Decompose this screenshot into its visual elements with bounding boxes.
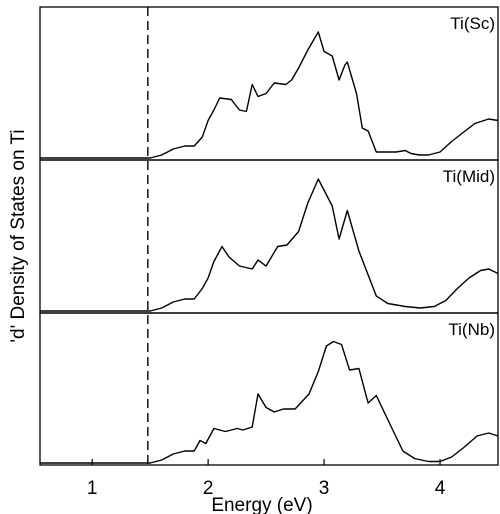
x-tick-label: 1	[87, 478, 98, 499]
panel-label: Ti(Mid)	[443, 167, 495, 186]
x-tick-label: 2	[203, 478, 214, 499]
x-tick-label: 3	[319, 478, 330, 499]
panel-1: Ti(Sc)	[39, 6, 499, 161]
x-axis-label: Energy (eV)	[211, 495, 312, 514]
panel-frame	[39, 312, 499, 466]
panel-frame	[39, 6, 499, 161]
dos-curve	[40, 31, 499, 159]
panel-frame	[39, 159, 499, 314]
panel-3: Ti(Nb)	[39, 312, 499, 466]
x-tick-label: 4	[435, 478, 446, 499]
x-axis: 1 2 3 4	[87, 459, 446, 499]
panels-layer: Ti(Sc) Ti(Mid) Ti(Nb)	[39, 6, 499, 466]
panel-2: Ti(Mid)	[39, 159, 499, 314]
panel-label: Ti(Sc)	[450, 14, 495, 33]
y-axis-label: 'd' Density of States on Ti	[8, 129, 29, 342]
dos-curve	[40, 178, 499, 312]
panel-label: Ti(Nb)	[448, 320, 495, 339]
dos-curve	[40, 340, 499, 464]
